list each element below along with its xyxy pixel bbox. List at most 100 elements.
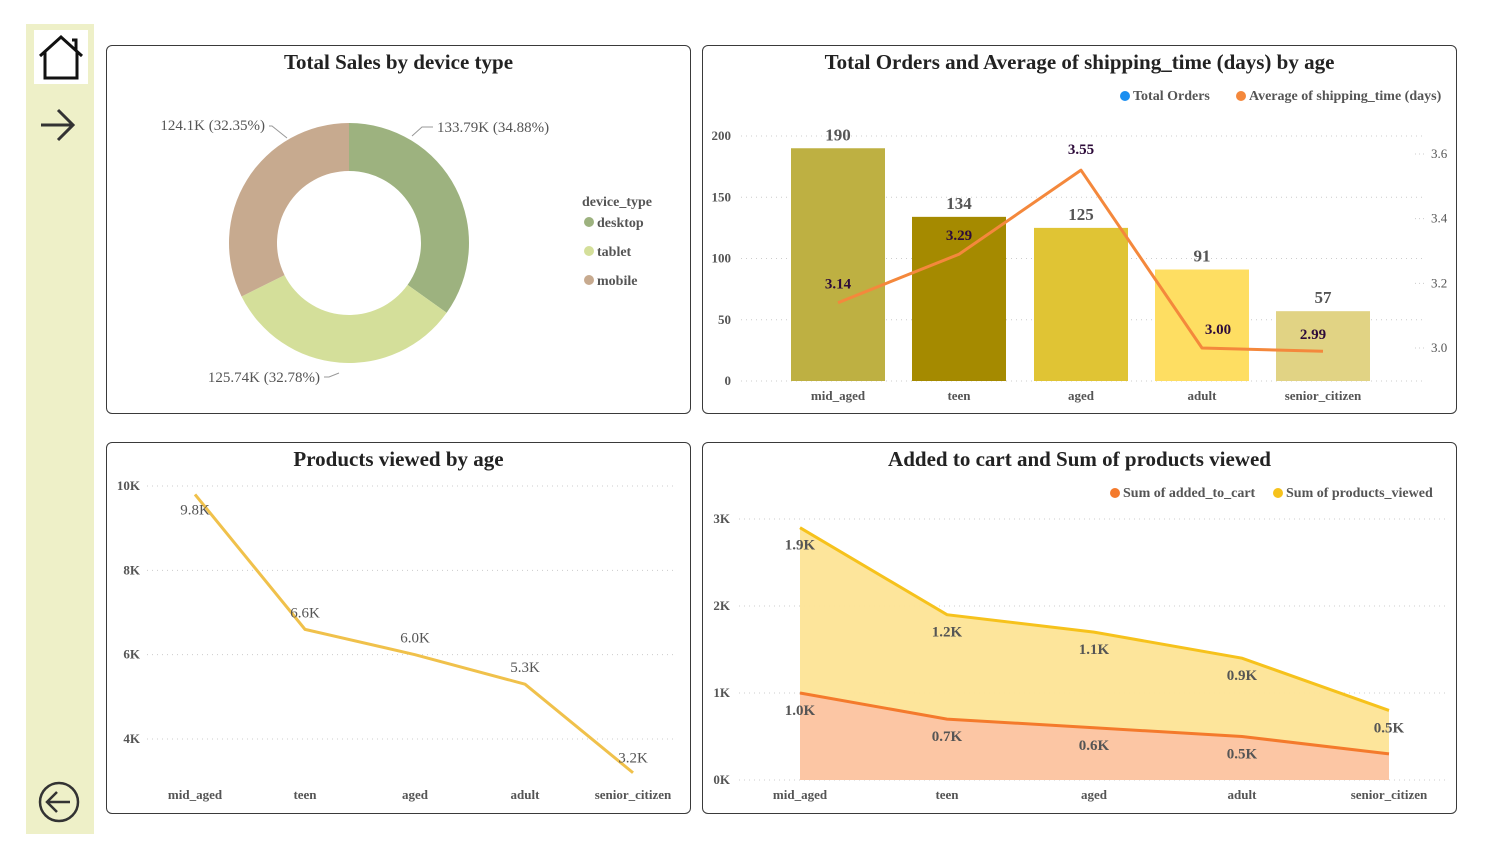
x-tick-label: senior_citizen [1351,787,1428,802]
y-tick-left: 50 [718,312,731,327]
viewed-value-label: 0.5K [1374,720,1405,736]
bar-teen[interactable] [912,216,1006,381]
home-button[interactable] [34,30,88,84]
added-area[interactable] [800,693,1389,780]
x-tick-label: teen [947,388,971,403]
x-tick-label: aged [402,787,429,802]
donut-slice-desktop[interactable] [349,123,470,313]
orders-shipping-panel: Total Orders and Average of shipping_tim… [702,45,1457,414]
area-chart: 0K 1K 2K 3K 1.9K 1.2K 1.1K 0.9K 0.5K 1.0K 0.7K 0.6K… [713,486,1445,802]
legend-item-products-viewed[interactable]: Sum of products_viewed [1273,486,1433,501]
added-value-label: 1.0K [785,703,816,719]
bar-value-label: 190 [825,125,851,144]
point-value-label: 5.3K [510,660,540,676]
y-tick-left: 150 [712,189,732,204]
legend-marker [584,246,594,256]
arrow-right-icon [41,108,76,142]
line-value-label: 3.00 [1205,322,1231,338]
x-tick-label: adult [1228,787,1258,802]
y-tick: 2K [713,598,731,613]
legend-label: Total Orders [1133,89,1210,104]
bar-value-label: 134 [946,194,972,213]
slice-label-mobile: 124.1K (32.35%) [160,118,265,134]
y-tick: 10K [117,478,141,493]
x-tick-label: mid_aged [811,388,866,403]
donut-chart: 133.79K (34.88%) 125.74K (32.78%) 124.1K (… [160,118,652,386]
legend-item-mobile[interactable]: mobile [584,274,637,289]
y-tick: 1K [713,685,731,700]
bar-mid_aged[interactable] [791,148,885,381]
viewed-value-label: 1.2K [932,625,963,641]
slice-label-desktop: 133.79K (34.88%) [437,120,549,136]
x-tick-label: adult [511,787,541,802]
legend-marker [1120,91,1130,101]
x-tick-label: adult [1188,388,1218,403]
x-tick-label: teen [293,787,317,802]
panel-title: Added to cart and Sum of products viewed [888,447,1271,471]
x-tick-label: senior_citizen [1285,388,1362,403]
point-value-label: 6.6K [290,605,320,621]
y-tick-left: 0 [725,373,732,388]
bar-value-label: 125 [1068,205,1094,224]
y-tick-right: 3.2 [1431,275,1447,290]
x-tick-label: aged [1068,388,1095,403]
legend-item-tablet[interactable]: tablet [584,245,632,260]
forward-button[interactable] [38,106,78,146]
added-value-label: 0.7K [932,729,963,745]
added-value-label: 0.6K [1079,738,1110,754]
point-value-label: 9.8K [180,502,210,518]
viewed-area[interactable] [800,527,1389,754]
line-value-label: 3.55 [1068,142,1094,158]
line-value-label: 2.99 [1300,327,1326,343]
leader-line [269,125,288,139]
panel-title: Total Sales by device type [283,50,514,74]
shipping-time-line[interactable] [837,168,1324,353]
legend-item-total-orders[interactable]: Total Orders [1120,89,1210,104]
y-tick: 3K [713,511,731,526]
legend-marker [584,217,594,227]
donut-slice-tablet[interactable] [241,275,447,364]
cart-views-panel: Added to cart and Sum of products viewed… [702,442,1457,814]
leader-line [324,372,340,378]
slice-label-tablet: 125.74K (32.78%) [208,370,320,386]
legend-label: desktop [597,216,644,231]
point-value-label: 6.0K [400,631,430,647]
point-value-label: 3.2K [618,751,648,767]
circle-arrow-left-icon [38,781,80,823]
legend-item-desktop[interactable]: desktop [584,216,644,231]
donut-slice-mobile[interactable] [229,123,349,297]
back-button[interactable] [36,780,82,826]
line-chart: 4K 6K 8K 10K 9.8K 6.6K 6.0K 5.3K 3.2K mid_aged tee… [117,478,677,802]
x-tick-label: senior_citizen [595,787,672,802]
viewed-value-label: 1.9K [785,538,816,554]
legend-title: device_type [582,195,652,210]
products-viewed-line[interactable] [193,493,634,774]
legend-label: tablet [597,245,632,260]
y-tick-right: 3.0 [1431,340,1447,355]
viewed-line[interactable] [799,526,1390,712]
bar-aged[interactable] [1034,227,1128,381]
legend-marker [1110,488,1120,498]
legend-marker [1273,488,1283,498]
sidebar [26,24,94,834]
added-value-label: 0.5K [1227,747,1258,763]
x-tick-label: teen [935,787,959,802]
y-tick: 8K [123,562,141,577]
legend-item-added-to-cart[interactable]: Sum of added_to_cart [1110,486,1256,501]
line-value-label: 3.14 [825,277,852,293]
legend-item-shipping-time[interactable]: Average of shipping_time (days) [1236,89,1442,104]
legend-label: Average of shipping_time (days) [1249,89,1442,104]
added-line[interactable] [799,691,1390,756]
sales-by-device-panel: Total Sales by device type 133.79K (34.8… [106,45,691,414]
bar-senior_citizen[interactable] [1276,311,1370,381]
viewed-value-label: 0.9K [1227,668,1258,684]
line-value-label: 3.29 [946,228,972,244]
products-viewed-panel: Products viewed by age 4K 6K 8K 10K 9.8K 6.6K… [106,442,691,814]
leader-line [411,126,433,137]
y-tick: 0K [713,772,731,787]
bar-adult[interactable] [1155,269,1249,381]
x-tick-label: aged [1081,787,1108,802]
legend-marker [1236,91,1246,101]
legend-label: Sum of products_viewed [1286,486,1433,501]
y-tick-left: 200 [712,128,732,143]
